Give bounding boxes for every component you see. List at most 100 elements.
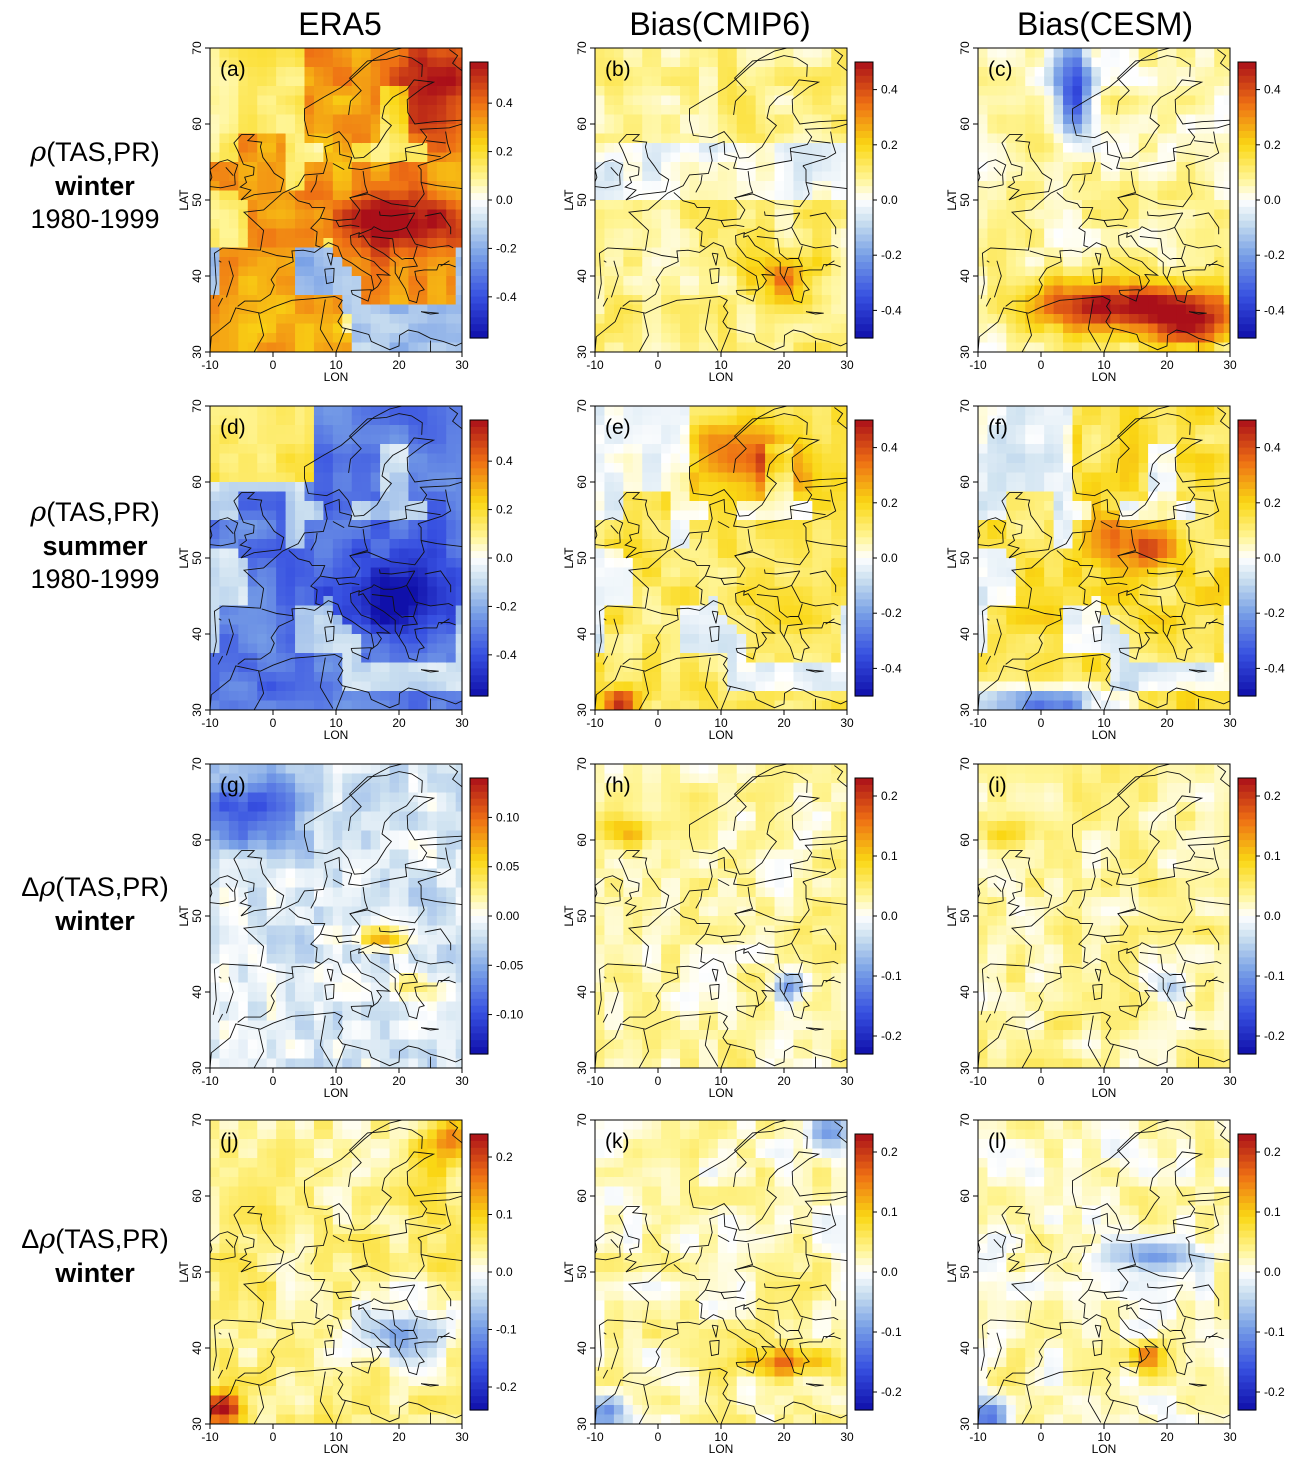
grid-cell bbox=[821, 295, 832, 306]
grid-cell bbox=[642, 510, 653, 521]
grid-cell bbox=[304, 238, 315, 249]
grid-cell bbox=[708, 124, 719, 135]
grid-cell bbox=[408, 266, 419, 277]
grid-cell bbox=[1138, 257, 1149, 268]
grid-cell bbox=[736, 67, 747, 78]
grid-cell bbox=[812, 691, 823, 702]
grid-cell bbox=[276, 520, 287, 531]
grid-cell bbox=[595, 586, 606, 597]
grid-cell bbox=[746, 681, 757, 692]
grid-cell bbox=[389, 114, 400, 125]
grid-cell bbox=[1063, 219, 1074, 230]
grid-cell bbox=[295, 285, 306, 296]
grid-cell bbox=[708, 67, 719, 78]
grid-cell bbox=[1223, 86, 1230, 97]
grid-cell bbox=[746, 342, 757, 352]
grid-cell bbox=[257, 672, 268, 683]
grid-cell bbox=[1176, 105, 1187, 116]
grid-cell bbox=[228, 434, 239, 445]
grid-cell bbox=[210, 425, 221, 436]
grid-cell bbox=[219, 596, 230, 607]
grid-cell bbox=[455, 406, 462, 417]
coast-line bbox=[335, 686, 346, 710]
grid-cell bbox=[1176, 57, 1187, 68]
grid-cell bbox=[746, 276, 757, 287]
grid-cell bbox=[661, 57, 672, 68]
grid-cell bbox=[436, 596, 447, 607]
grid-cell bbox=[295, 314, 306, 325]
colorbar-segment bbox=[470, 668, 488, 676]
grid-cell bbox=[651, 700, 662, 710]
grid-cell bbox=[727, 238, 738, 249]
grid-cell bbox=[680, 304, 691, 315]
grid-cell bbox=[831, 285, 842, 296]
grid-cell bbox=[1110, 238, 1121, 249]
grid-cell bbox=[802, 558, 813, 569]
grid-cell bbox=[840, 86, 847, 97]
grid-cell bbox=[831, 444, 842, 455]
grid-cell bbox=[698, 124, 709, 135]
grid-cell bbox=[455, 114, 462, 125]
grid-cell bbox=[446, 67, 457, 78]
grid-cell bbox=[219, 529, 230, 540]
grid-cell bbox=[1081, 219, 1092, 230]
grid-cell bbox=[793, 285, 804, 296]
grid-cell bbox=[1195, 247, 1206, 258]
coast-line bbox=[603, 618, 607, 621]
colorbar-tick-label: 0.4 bbox=[881, 441, 898, 455]
grid-cell bbox=[1015, 95, 1026, 106]
grid-cell bbox=[323, 209, 334, 220]
colorbar-tick-label: 0.2 bbox=[1264, 138, 1281, 152]
grid-cell bbox=[304, 105, 315, 116]
grid-cell bbox=[210, 190, 221, 201]
grid-cell bbox=[219, 415, 230, 426]
grid-cell bbox=[651, 209, 662, 220]
grid-cell bbox=[389, 425, 400, 436]
grid-cell bbox=[370, 672, 381, 683]
y-axis-label: LAT bbox=[562, 189, 576, 211]
row-quantity: (TAS,PR) bbox=[55, 1224, 169, 1254]
grid-cell bbox=[784, 257, 795, 268]
grid-cell bbox=[219, 510, 230, 521]
grid-cell bbox=[774, 634, 785, 645]
colorbar-segment bbox=[1238, 144, 1256, 153]
grid-cell bbox=[417, 171, 428, 182]
grid-cell bbox=[670, 662, 681, 673]
grid-cell bbox=[276, 247, 287, 258]
grid-cell bbox=[1072, 57, 1083, 68]
y-tick-label: 40 bbox=[958, 269, 972, 283]
grid-cell bbox=[1072, 200, 1083, 211]
grid-cell bbox=[604, 577, 615, 588]
grid-cell bbox=[670, 425, 681, 436]
grid-cell bbox=[978, 700, 989, 710]
grid-cell bbox=[774, 238, 785, 249]
grid-cell bbox=[680, 238, 691, 249]
coast-line bbox=[1173, 150, 1209, 158]
y-tick-label: 40 bbox=[190, 269, 204, 283]
grid-cell bbox=[802, 501, 813, 512]
grid-cell bbox=[313, 491, 324, 502]
grid-cell bbox=[746, 333, 757, 344]
grid-cell bbox=[1129, 181, 1140, 192]
grid-cell bbox=[455, 333, 462, 344]
grid-cell bbox=[210, 634, 221, 645]
grid-cell bbox=[247, 238, 258, 249]
grid-cell bbox=[821, 333, 832, 344]
grid-cell bbox=[1006, 95, 1017, 106]
grid-cell bbox=[380, 76, 391, 87]
colorbar-segment bbox=[855, 151, 873, 160]
grid-cell bbox=[342, 143, 353, 154]
grid-cell bbox=[1185, 266, 1196, 277]
grid-cell bbox=[642, 143, 653, 154]
grid-cell bbox=[427, 700, 438, 710]
grid-cell bbox=[996, 181, 1007, 192]
grid-cell bbox=[389, 304, 400, 315]
colorbar-segment bbox=[470, 564, 488, 573]
grid-cell bbox=[1204, 162, 1215, 173]
grid-cell bbox=[978, 662, 989, 673]
grid-cell bbox=[996, 342, 1007, 352]
grid-cell bbox=[642, 190, 653, 201]
grid-cell bbox=[717, 143, 728, 154]
grid-cell bbox=[840, 95, 847, 106]
grid-cell bbox=[1214, 86, 1225, 97]
